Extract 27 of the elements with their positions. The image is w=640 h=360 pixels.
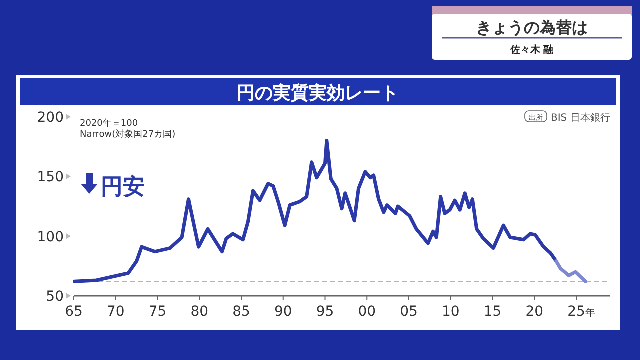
x-tick-label: 25 bbox=[568, 304, 586, 320]
annotation: 2020年＝100 bbox=[80, 118, 138, 129]
y-tick-label: 100 bbox=[37, 229, 64, 246]
x-tick-label: 80 bbox=[190, 304, 209, 320]
x-tick-label: 15 bbox=[484, 304, 502, 320]
text: 年 bbox=[586, 307, 596, 319]
x-tick-label: 90 bbox=[274, 304, 292, 320]
y-tick-label: 50 bbox=[46, 289, 64, 305]
x-tick-label: 00 bbox=[358, 304, 376, 320]
line-series bbox=[73, 139, 558, 284]
x-tick-label: 75 bbox=[148, 304, 167, 320]
y-tick-label: 150 bbox=[37, 170, 64, 186]
annotation: 円安 bbox=[101, 174, 145, 200]
x-tick-label: 70 bbox=[106, 304, 125, 320]
line-series bbox=[554, 260, 588, 284]
y-tick-label: 200 bbox=[37, 110, 64, 126]
chart-title: 円の実質実効レート bbox=[237, 83, 399, 104]
x-tick-label: 65 bbox=[65, 304, 83, 320]
x-tick-label: 05 bbox=[400, 304, 418, 320]
annotation: Narrow(対象国27カ国) bbox=[80, 129, 176, 140]
annotation: BIS 日本銀行 bbox=[551, 112, 610, 124]
x-tick-label: 95 bbox=[316, 304, 334, 320]
text: 佐々木 融 bbox=[509, 44, 555, 56]
x-tick-label: 85 bbox=[232, 304, 250, 320]
x-tick-label: 10 bbox=[442, 304, 460, 320]
x-tick-label: 20 bbox=[526, 304, 544, 320]
text: きょうの為替は bbox=[476, 18, 588, 37]
